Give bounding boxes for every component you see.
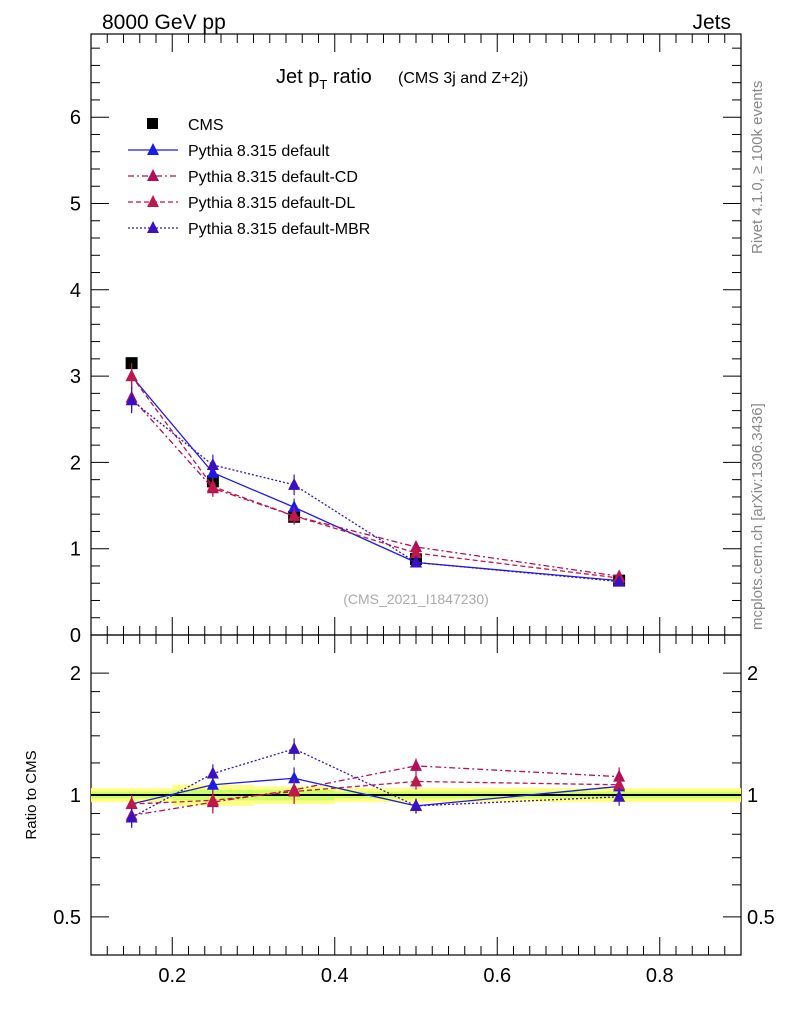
header-left: 8000 GeV pp [102,11,226,34]
ratio-point [125,810,138,823]
data-point [288,508,301,521]
ratio-y-tick-label: 0.5 [53,907,81,929]
main-title: Jet pT ratio [276,66,372,92]
y-tick-label: 2 [70,452,81,474]
legend-label: Pythia 8.315 default-DL [188,195,355,212]
title-sub: T [319,77,327,92]
data-point [410,539,422,552]
title-suffix: (CMS 3j and Z+2j) [398,70,528,87]
legend-marker [147,118,158,129]
y-tick-label: 4 [70,280,81,302]
x-tick-label: 0.6 [483,965,511,987]
x-tick-label: 0.8 [646,965,674,987]
ratio-point [206,793,219,806]
ratio-y-tick-label-right: 0.5 [747,907,775,929]
main-series-group [125,357,626,587]
ratio-point [410,774,422,787]
legend-label: Pythia 8.315 default-MBR [188,221,370,238]
ratio-y-tick-label: 1 [70,785,81,807]
x-tick-label: 0.4 [321,965,349,987]
main-axis-ticks [90,34,742,636]
y-tick-label: 3 [70,366,81,388]
side-text-bottom: mcplots.cern.ch [arXiv:1306.3436] [749,403,766,630]
legend-marker [147,195,159,207]
data-point [410,555,422,568]
legend-label: Pythia 8.315 default [188,143,330,160]
ratio-axis-ticks [90,635,742,955]
data-point [410,546,422,559]
ratio-point [288,771,301,784]
data-point [125,393,138,406]
watermark: (CMS_2021_I1847230) [343,591,489,607]
ratio-y-tick-label-right: 1 [747,785,758,807]
ratio-series-line [131,748,620,819]
data-point [288,477,301,490]
ratio-tick-labels: 0.5 0.5 1 1 2 2 0.2 0.4 0.6 0.8 [53,663,775,987]
y-tick-label: 6 [70,107,81,129]
ratio-point [613,769,626,782]
title-main: Jet p [276,66,319,88]
legend-label: Pythia 8.315 default-CD [188,169,358,186]
x-tick-label: 0.2 [158,965,186,987]
header-right: Jets [692,11,731,34]
ratio-y-tick-label-right: 2 [747,663,758,685]
ratio-point [613,789,626,802]
legend-marker [147,143,159,155]
ratio-point [288,784,301,797]
y-tick-label: 1 [70,539,81,561]
data-point [206,479,219,492]
series-line [131,399,620,583]
data-point [288,500,301,513]
ratio-point [206,766,219,779]
data-point [613,574,626,587]
legend-marker [147,221,159,233]
ratio-point [613,777,626,790]
ratio-ylabel: Ratio to CMS [23,750,40,839]
data-point [125,369,138,382]
series-line [131,375,620,579]
series-line [131,397,620,577]
ratio-point [206,777,219,790]
y-tick-label: 5 [70,194,81,216]
ratio-point [125,797,138,810]
title-rest: ratio [327,66,371,88]
ratio-y-tick-label: 2 [70,663,81,685]
y-tick-label: 0 [70,625,81,647]
ratio-series-group [125,738,626,828]
ratio-point [410,758,422,771]
legend: CMS Pythia 8.315 default Pythia 8.315 defa… [128,117,370,238]
legend-marker [147,169,159,181]
ratio-point [288,741,301,754]
legend-label: CMS [188,117,224,134]
main-y-tick-labels: 0 1 2 3 4 5 6 [70,107,81,647]
ratio-point [410,798,422,811]
data-point [206,457,219,470]
side-text-top: Rivet 4.1.0, ≥ 100k events [749,81,766,254]
